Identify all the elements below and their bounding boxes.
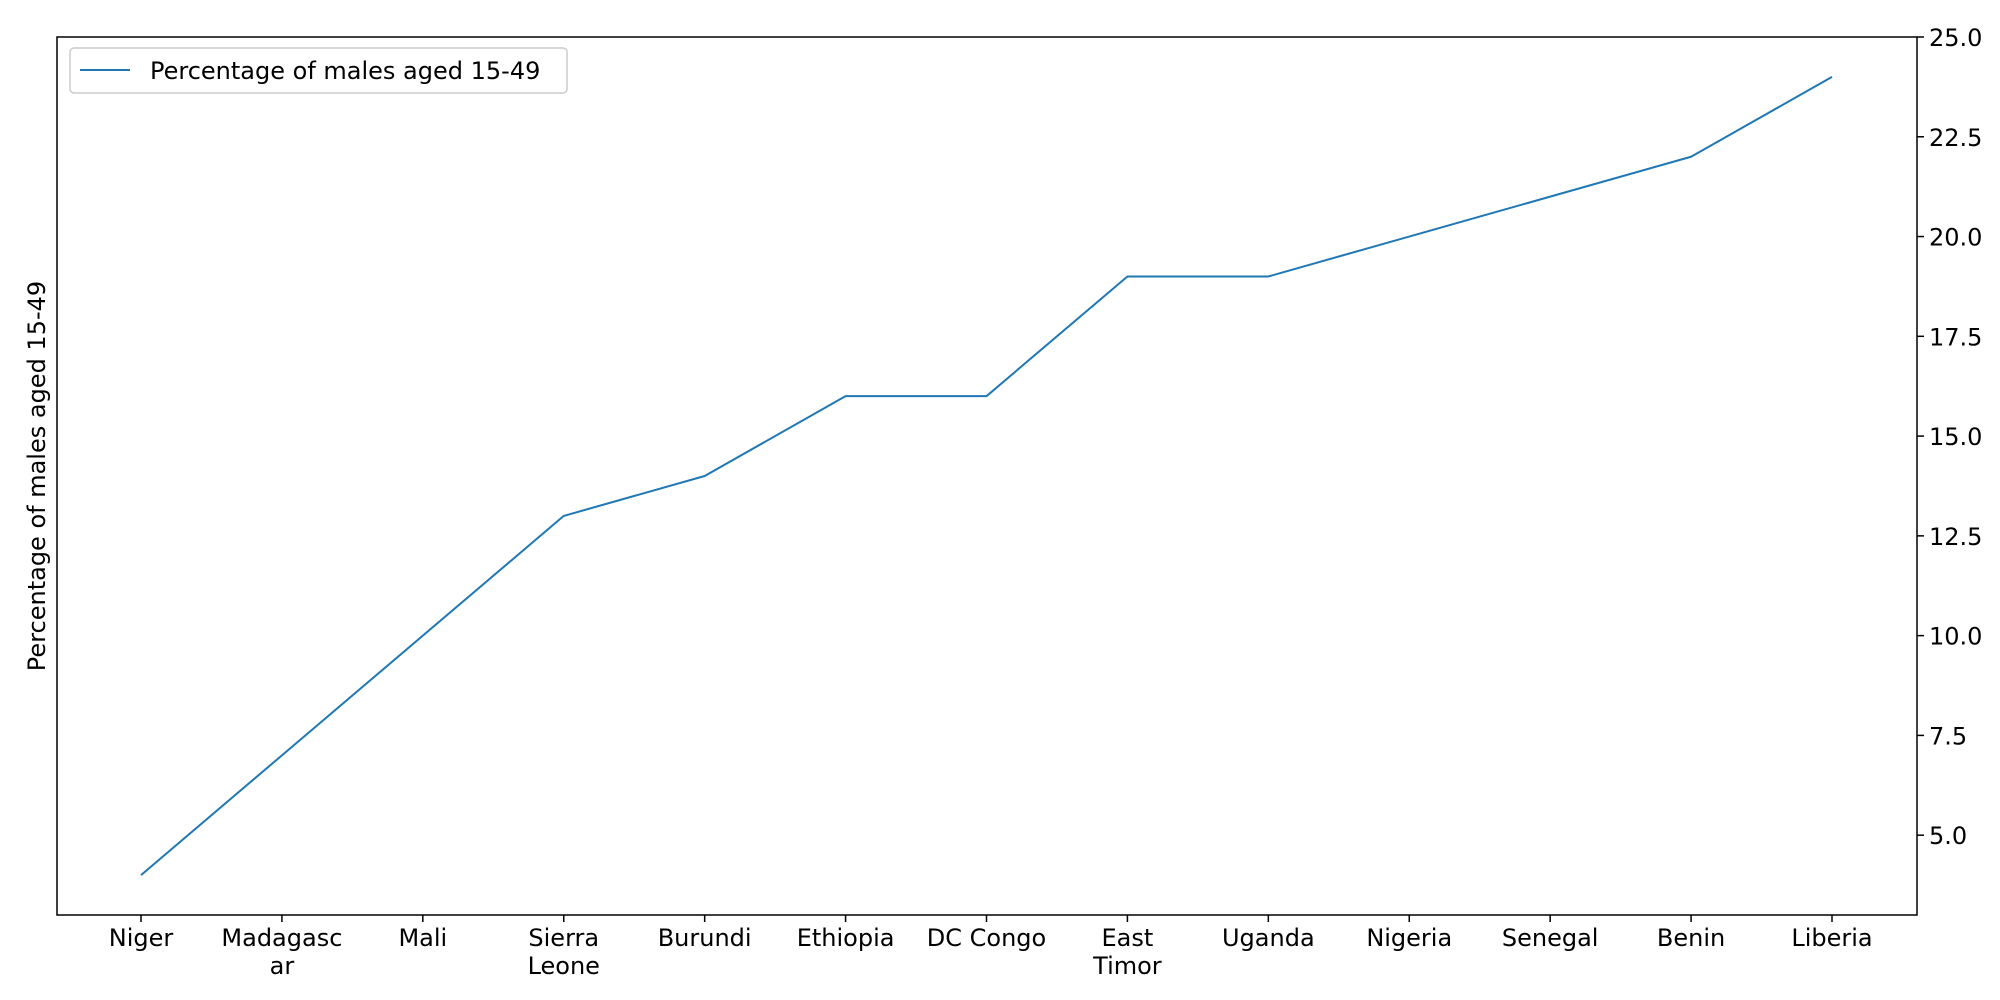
x-tick-label: Senegal <box>1502 924 1599 952</box>
y-tick-label: 10.0 <box>1929 623 1982 651</box>
legend-label: Percentage of males aged 15-49 <box>150 57 540 85</box>
x-tick-label: Nigeria <box>1366 924 1452 952</box>
y-tick-label: 22.5 <box>1929 124 1982 152</box>
x-tick-label: East Timor <box>1092 924 1162 980</box>
y-tick-label: 17.5 <box>1929 323 1982 351</box>
y-tick-label: 7.5 <box>1929 722 1967 750</box>
x-tick-label: Mali <box>398 924 447 952</box>
series-line <box>140 76 1833 876</box>
x-tick-label: Sierra Leone <box>528 924 600 980</box>
y-tick-label: 15.0 <box>1929 423 1982 451</box>
plot-area: Niger Madagasc ar Mali Sierra Leone Burundi Eth… <box>56 24 1982 980</box>
y-tick-label: 20.0 <box>1929 224 1982 252</box>
y-tick-label: 5.0 <box>1929 822 1967 850</box>
x-tick-label: Burundi <box>658 924 752 952</box>
legend: Percentage of males aged 15-49 <box>69 47 568 94</box>
x-tick-label: Madagasc ar <box>221 924 342 980</box>
y-tick-label: 25.0 <box>1929 24 1982 52</box>
legend-box <box>69 47 568 94</box>
y-axis-title: Percentage of males aged 15-49 <box>23 281 51 671</box>
x-tick-label: Ethiopia <box>797 924 895 952</box>
x-tick-label: Liberia <box>1791 924 1872 952</box>
x-tick-label: Uganda <box>1222 924 1315 952</box>
y-tick-label: 12.5 <box>1929 523 1982 551</box>
x-tick-label: Benin <box>1657 924 1725 952</box>
x-tick-label: Niger <box>109 924 174 952</box>
x-tick-label: DC Congo <box>927 924 1046 952</box>
